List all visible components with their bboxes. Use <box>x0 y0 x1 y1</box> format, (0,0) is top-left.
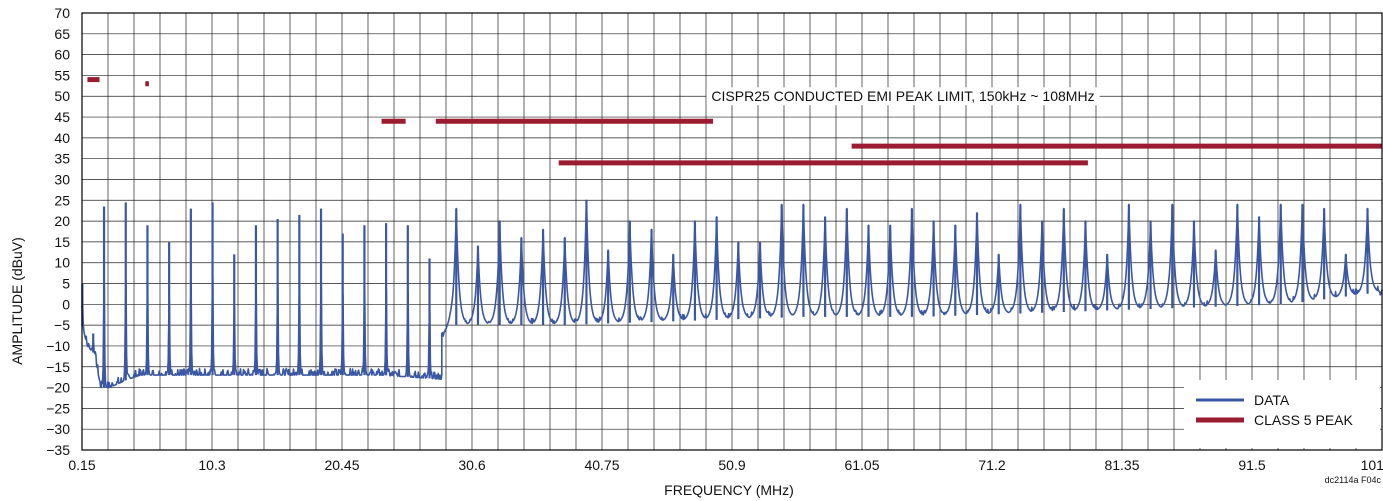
class5-limit-series <box>87 77 1382 166</box>
x-tick-label: 40.75 <box>584 457 619 473</box>
y-tick-label: 35 <box>54 151 70 167</box>
y-tick-label: −15 <box>46 359 70 375</box>
y-tick-label: −25 <box>46 400 70 416</box>
x-axis-title: FREQUENCY (MHz) <box>664 482 794 498</box>
x-tick-label: 101.65 <box>1361 457 1383 473</box>
y-axis-title: AMPLITUDE (dBuV) <box>9 237 25 365</box>
y-tick-label: −30 <box>46 421 70 437</box>
x-tick-label: 61.05 <box>844 457 879 473</box>
y-tick-label: 0 <box>62 296 70 312</box>
y-tick-label: −10 <box>46 338 70 354</box>
plot-frame <box>81 12 1383 451</box>
y-tick-label: 50 <box>54 88 70 104</box>
legend-label-data: DATA <box>1254 392 1290 408</box>
data-series <box>81 199 1383 389</box>
y-axis-ticks: 7065605550454035302520151050−5−10−15−20−… <box>46 5 70 458</box>
x-tick-label: 91.5 <box>1238 457 1265 473</box>
y-tick-label: 60 <box>54 47 70 63</box>
y-tick-label: 55 <box>54 67 70 83</box>
annotation-background <box>706 87 1100 106</box>
y-tick-label: 45 <box>54 109 70 125</box>
x-tick-label: 81.35 <box>1104 457 1139 473</box>
y-tick-label: −20 <box>46 380 70 396</box>
y-tick-label: 10 <box>54 255 70 271</box>
y-tick-label: 30 <box>54 171 70 187</box>
x-axis-ticks: 0.15 10.3 20.45 30.6 40.75 50.9 61.05 71.2 81.35… <box>68 457 1383 473</box>
x-tick-label: 50.9 <box>718 457 745 473</box>
figure-credit: dc2114a F04c <box>1325 475 1382 485</box>
x-tick-label: 20.45 <box>324 457 359 473</box>
y-tick-label: −35 <box>46 442 70 458</box>
y-tick-label: −5 <box>54 317 70 333</box>
y-tick-label: 5 <box>62 276 70 292</box>
legend-label-class5-peak: CLASS 5 PEAK <box>1254 412 1353 428</box>
limit-annotation: CISPR25 CONDUCTED EMI PEAK LIMIT, 150kHz… <box>711 88 1094 104</box>
y-tick-label: 20 <box>54 213 70 229</box>
y-tick-label: 40 <box>54 130 70 146</box>
legend: DATA CLASS 5 PEAK <box>1184 380 1380 448</box>
x-tick-label: 30.6 <box>458 457 485 473</box>
y-tick-label: 65 <box>54 26 70 42</box>
y-tick-label: 70 <box>54 5 70 21</box>
x-tick-label: 0.15 <box>68 457 95 473</box>
y-tick-label: 15 <box>54 234 70 250</box>
legend-background <box>1184 380 1380 448</box>
y-tick-label: 25 <box>54 192 70 208</box>
x-tick-label: 10.3 <box>198 457 225 473</box>
x-tick-label: 71.2 <box>978 457 1005 473</box>
